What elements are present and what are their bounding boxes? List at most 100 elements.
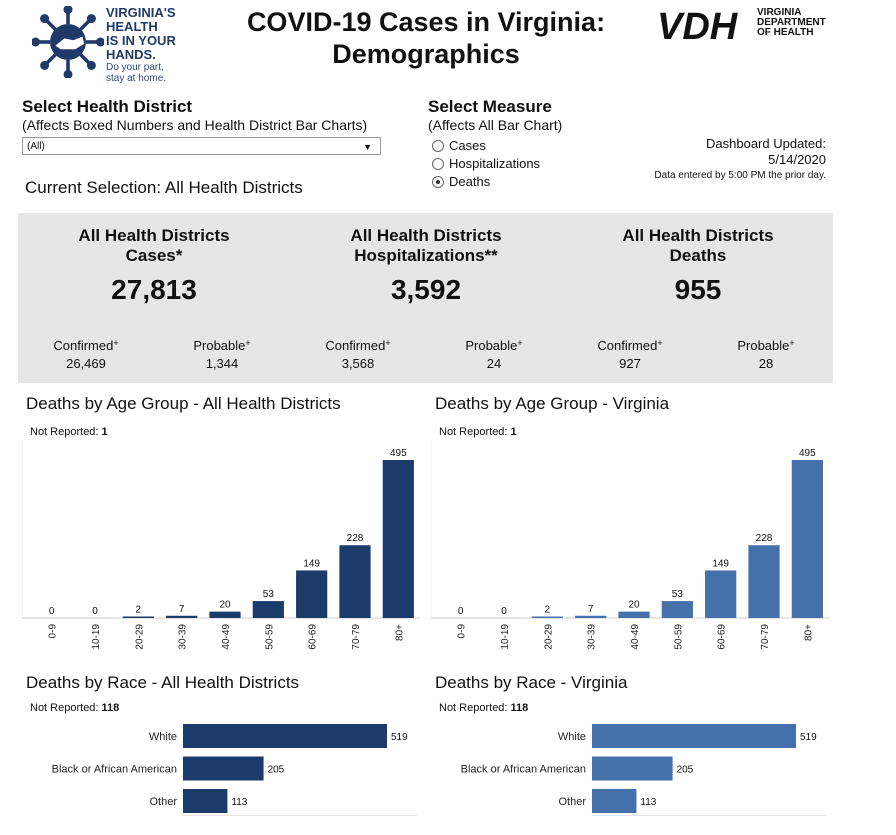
current-selection: Current Selection: All Health Districts [25, 178, 303, 197]
race-chart-virginia-title: Deaths by Race - Virginia [435, 673, 628, 692]
vdh-logo-text: VIRGINIA DEPARTMENT OF HEALTH [757, 7, 826, 38]
bar-40-49[interactable] [209, 611, 241, 618]
bar-30-39[interactable] [166, 615, 198, 618]
x-tick-label: 80+ [803, 624, 814, 641]
hosp-total: 3,592 [390, 274, 462, 305]
bar-value-label: 495 [799, 448, 816, 459]
summary-breakdown: Confirmed+ 26,469 Probable+ 1,344 Confir… [53, 338, 795, 371]
age-chart-virginia: 0 0-9 0 10-19 2 20-29 7 30-39 20 40-49 53 50-59 149 6… [431, 440, 829, 650]
x-tick-label: 50-59 [264, 624, 275, 650]
bar-value-label: 20 [219, 600, 231, 611]
age-chart-district-title: Deaths by Age Group - All Health Distric… [26, 394, 341, 413]
bar-value-label: 0 [92, 606, 98, 617]
race-category-label: Black or African American [52, 764, 177, 776]
cases-total: 27,813 [111, 274, 197, 305]
radio-hospitalizations[interactable]: Hospitalizations [432, 155, 540, 173]
x-tick-label: 60-69 [717, 624, 728, 650]
bar-70-79[interactable] [339, 545, 371, 618]
race-value-label: 519 [800, 732, 817, 743]
x-tick-label: 30-39 [587, 624, 598, 650]
measure-select-header: Select Measure (Affects All Bar Chart) [428, 97, 563, 133]
race-value-label: 113 [231, 797, 247, 808]
race-category-label: White [149, 731, 177, 743]
x-tick-label: 10-19 [500, 624, 511, 650]
race-value-label: 205 [268, 765, 285, 776]
bar-value-label: 2 [545, 605, 551, 616]
district-dropdown[interactable]: (All) ▼ [22, 137, 381, 155]
logo-text: VIRGINIA'S HEALTH IS IN YOUR HANDS. Do y… [106, 5, 176, 85]
radio-cases[interactable]: Cases [432, 137, 540, 155]
race-bar[interactable] [592, 756, 673, 781]
race-chart-district: White 519 Black or African American 205 Othe… [52, 724, 417, 816]
bar-value-label: 20 [628, 600, 640, 611]
bar-value-label: 7 [588, 604, 594, 615]
x-tick-label: 80+ [394, 624, 405, 641]
bar-40-49[interactable] [618, 611, 650, 618]
bar-value-label: 7 [179, 604, 185, 615]
race-value-label: 205 [677, 765, 694, 776]
bar-value-label: 53 [672, 589, 684, 600]
race-bar[interactable] [183, 724, 387, 748]
bar-value-label: 0 [49, 606, 55, 617]
race-bar[interactable] [592, 789, 637, 813]
race-category-label: White [558, 731, 586, 743]
x-tick-label: 10-19 [91, 624, 102, 650]
bar-30-39[interactable] [575, 615, 607, 618]
race-bar[interactable] [592, 724, 796, 748]
race-bar[interactable] [183, 756, 264, 781]
deaths-total: 955 [674, 274, 722, 305]
bar-value-label: 228 [756, 533, 773, 544]
bar-value-label: 228 [347, 533, 364, 544]
bar-80+[interactable] [382, 460, 414, 618]
race-chart-district-not-reported: Not Reported: 118 [30, 702, 120, 714]
x-tick-label: 60-69 [308, 624, 319, 650]
summary-deaths: All Health Districts Deaths 955 [562, 226, 834, 306]
x-tick-label: 50-59 [673, 624, 684, 650]
bar-20-29[interactable] [531, 616, 563, 619]
bar-80+[interactable] [791, 460, 823, 618]
age-chart-district-not-reported: Not Reported: 1 [30, 426, 108, 438]
race-category-label: Other [149, 796, 177, 808]
bar-value-label: 149 [303, 558, 320, 569]
measure-radio-group: Cases Hospitalizations Deaths [432, 137, 540, 191]
age-chart-district: 0 0-9 0 10-19 2 20-29 7 30-39 20 40-49 53 50-59 149 6… [22, 440, 420, 650]
race-value-label: 519 [391, 732, 408, 743]
x-tick-label: 70-79 [760, 624, 771, 650]
bar-70-79[interactable] [748, 545, 780, 618]
bar-60-69[interactable] [705, 570, 737, 618]
bar-50-59[interactable] [661, 601, 693, 618]
bar-value-label: 0 [501, 606, 507, 617]
summary-hospitalizations: All Health Districts Hospitalizations** … [290, 226, 562, 306]
dashboard-updated: Dashboard Updated: 5/14/2020 Data entere… [654, 136, 826, 181]
vdh-logo-icon: VDH [657, 6, 739, 44]
page-title: COVID-19 Cases in Virginia: Demographics [246, 7, 606, 69]
virus-logo-icon [32, 6, 104, 78]
race-chart-district-title: Deaths by Race - All Health Districts [26, 673, 300, 692]
radio-deaths[interactable]: Deaths [432, 173, 540, 191]
age-chart-virginia-title: Deaths by Age Group - Virginia [435, 394, 670, 413]
x-tick-label: 0-9 [457, 624, 468, 639]
bar-60-69[interactable] [296, 570, 328, 618]
district-select-header: Select Health District (Affects Boxed Nu… [22, 97, 368, 133]
bar-20-29[interactable] [122, 616, 154, 619]
x-tick-label: 40-49 [630, 624, 641, 650]
bar-50-59[interactable] [252, 601, 284, 618]
race-value-label: 113 [640, 797, 656, 808]
bar-value-label: 495 [390, 448, 407, 459]
race-bar[interactable] [183, 789, 228, 813]
race-chart-virginia: White 519 Black or African American 205 Othe… [461, 724, 826, 816]
race-category-label: Black or African American [461, 764, 586, 776]
age-chart-virginia-not-reported: Not Reported: 1 [439, 426, 517, 438]
bar-value-label: 149 [712, 558, 729, 569]
summary-panel [18, 213, 833, 383]
x-tick-label: 0-9 [48, 624, 59, 639]
x-tick-label: 30-39 [178, 624, 189, 650]
svg-text:VDH: VDH [657, 6, 739, 44]
x-tick-label: 20-29 [543, 624, 554, 650]
race-category-label: Other [558, 796, 586, 808]
summary-cases: All Health Districts Cases* 27,813 [18, 226, 290, 306]
bar-value-label: 0 [458, 606, 464, 617]
race-chart-virginia-not-reported: Not Reported: 118 [439, 702, 529, 714]
x-tick-label: 40-49 [221, 624, 232, 650]
bar-value-label: 53 [263, 589, 275, 600]
